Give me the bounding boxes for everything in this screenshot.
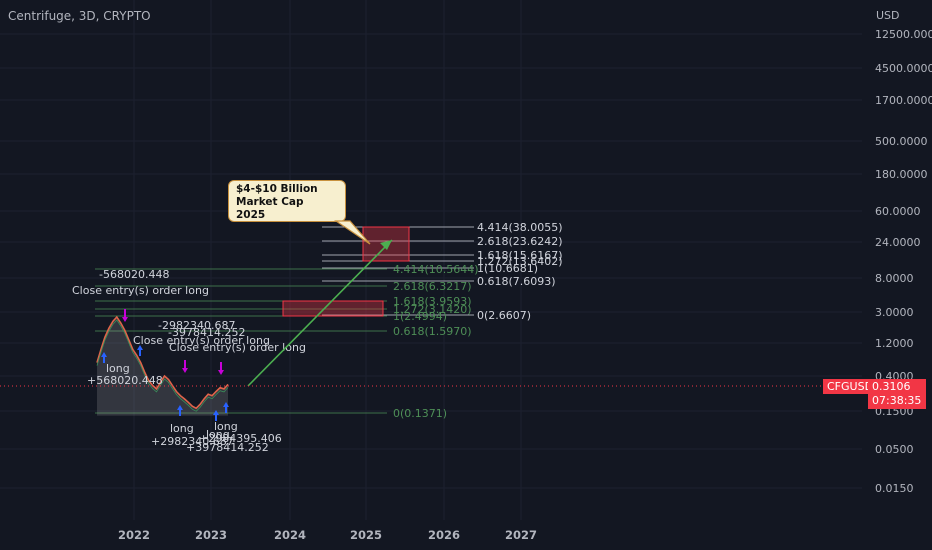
trade-annotation: -568020.448 xyxy=(99,268,169,281)
fib-level-label: 2.618(23.6242) xyxy=(477,235,563,248)
fib-level-label: 1.272(3.1420) xyxy=(393,303,472,316)
entry-zone-box xyxy=(282,300,384,317)
y-tick-label: 60.0000 xyxy=(875,205,921,218)
x-tick-label: 2024 xyxy=(274,528,306,542)
trade-annotation: long xyxy=(206,428,230,441)
fib-level-label: 4.414(38.0055) xyxy=(477,221,563,234)
trade-annotation: -2982340.687 xyxy=(158,319,235,332)
price-axis: 12500.0000 4500.0000 1700.0000 500.0000 180.… xyxy=(875,28,932,495)
y-tick-label: 12500.0000 xyxy=(875,28,932,41)
x-tick-label: 2023 xyxy=(195,528,227,542)
fib-level-label: 0(2.6607) xyxy=(477,309,531,322)
x-tick-label: 2022 xyxy=(118,528,150,542)
exit-arrow-down xyxy=(218,362,224,375)
trade-annotation: long xyxy=(106,362,130,375)
fib-level-label: 2.618(6.3217) xyxy=(393,280,472,293)
time-axis: 2022 2023 2024 2025 2026 2027 xyxy=(118,528,537,542)
chart-grid xyxy=(0,0,862,520)
fib-level-label: 0(0.1371) xyxy=(393,407,447,420)
exit-arrow-down xyxy=(182,360,188,373)
entry-arrow-up xyxy=(177,405,183,416)
trade-annotation: Close entry(s) order long xyxy=(133,334,270,347)
x-tick-label: 2027 xyxy=(505,528,537,542)
trade-annotation: long xyxy=(170,422,194,435)
callout-line-2: 2025 xyxy=(236,209,266,221)
trade-annotation: Close entry(s) order long xyxy=(169,341,306,354)
fib-level-label: 1.272(13.6402) xyxy=(477,255,563,268)
fib-level-label: 1.618(3.9593) xyxy=(393,295,472,308)
y-tick-label: 3.0000 xyxy=(875,306,914,319)
trade-annotation: +568020.448 xyxy=(87,374,163,387)
projection-arrow xyxy=(247,239,393,387)
entry-arrow-up xyxy=(213,410,219,421)
callout-pointer xyxy=(334,220,371,245)
fibonacci-extension-levels: 4.414(38.0055)2.618(23.6242)1.618(15.616… xyxy=(95,221,563,420)
fib-level-label: 0.618(1.5970) xyxy=(393,325,472,338)
trade-annotation: Close entry(s) order long xyxy=(72,284,209,297)
symbol-tag: CFGUSD xyxy=(823,379,878,394)
series-band xyxy=(97,317,228,416)
series-line xyxy=(96,315,229,410)
target-zone-box xyxy=(362,226,410,262)
y-tick-label: 0.0500 xyxy=(875,443,914,456)
y-tick-label: 1.2000 xyxy=(875,337,914,350)
projection-arrowhead xyxy=(380,240,392,250)
y-tick-label: 4500.0000 xyxy=(875,62,932,75)
fib-level-label: 1(2.4994) xyxy=(393,310,447,323)
y-tick-label: 500.0000 xyxy=(875,135,928,148)
trade-annotation: -3978414.252 xyxy=(168,326,245,339)
callout-line-1: $4-$10 Billion Market Cap xyxy=(236,183,318,208)
x-tick-label: 2025 xyxy=(350,528,382,542)
exit-arrow-down xyxy=(122,309,128,322)
series-line-secondary xyxy=(96,319,229,412)
fib-level-label: 1(10.6681) xyxy=(477,262,538,275)
entry-arrow-up xyxy=(101,352,107,363)
y-tick-label: 8.0000 xyxy=(875,272,914,285)
trade-annotation: +3978414.252 xyxy=(186,441,269,454)
x-tick-label: 2026 xyxy=(428,528,460,542)
target-zones xyxy=(282,226,410,317)
trade-annotation: long xyxy=(214,420,238,433)
price-series xyxy=(96,315,229,416)
callout-box: $4-$10 Billion Market Cap 2025 xyxy=(228,180,346,222)
fib-level-label: 1.618(15.6167) xyxy=(477,249,563,262)
last-price-tag: 0.3106 07:38:35 xyxy=(868,379,926,409)
fib-level-label: 4.414(10.5644) xyxy=(393,263,479,276)
trade-annotations: -568020.448 Close entry(s) order long -298… xyxy=(72,268,306,454)
y-tick-label: 24.0000 xyxy=(875,236,921,249)
entry-arrow-up xyxy=(223,402,229,413)
fib-level-label: 0.618(7.6093) xyxy=(477,275,556,288)
bar-countdown: 07:38:35 xyxy=(872,394,922,407)
entry-arrow-up xyxy=(137,345,143,356)
y-tick-label: 180.0000 xyxy=(875,168,928,181)
last-price: 0.3106 xyxy=(872,380,911,393)
trade-markers xyxy=(101,309,229,421)
y-tick-label: 1700.0000 xyxy=(875,94,932,107)
chart-title: Centrifuge, 3D, CRYPTO xyxy=(8,9,151,23)
trade-annotation: +2984395.406 xyxy=(199,432,282,445)
trade-annotation: +2982340.687 xyxy=(151,435,234,448)
currency-label: USD xyxy=(876,9,900,22)
y-tick-label: 0.0150 xyxy=(875,482,914,495)
